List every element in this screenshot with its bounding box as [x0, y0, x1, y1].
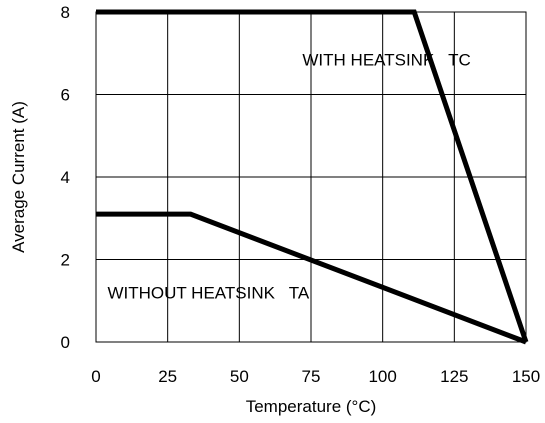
- series-layer: [96, 9, 529, 345]
- x-tick-label: 150: [512, 367, 540, 386]
- x-tick-label: 0: [91, 367, 100, 386]
- x-tick-label: 50: [230, 367, 249, 386]
- x-tick-label: 25: [158, 367, 177, 386]
- x-tick-label: 125: [440, 367, 468, 386]
- y-tick-label: 2: [61, 251, 70, 270]
- y-tick-label: 8: [61, 3, 70, 22]
- series-annotation-with-heatsink: WITH HEATSINK TC: [302, 51, 470, 70]
- series-line-with-heatsink: [96, 9, 529, 343]
- x-axis-label: Temperature (°C): [246, 397, 377, 416]
- x-tick-label: 100: [368, 367, 396, 386]
- y-axis-label: Average Current (A): [9, 101, 28, 253]
- y-tick-label: 6: [61, 86, 70, 105]
- annotation-layer: WITH HEATSINK TC WITHOUT HEATSINK TA: [107, 51, 470, 303]
- x-tick-labels: 0 25 50 75 100 125 150: [91, 367, 540, 386]
- y-tick-label: 4: [61, 168, 70, 187]
- x-tick-label: 75: [302, 367, 321, 386]
- y-tick-label: 0: [61, 333, 70, 352]
- y-tick-labels: 0 2 4 6 8: [61, 3, 70, 352]
- series-annotation-without-heatsink: WITHOUT HEATSINK TA: [107, 284, 309, 303]
- series-line-without-heatsink: [96, 211, 527, 345]
